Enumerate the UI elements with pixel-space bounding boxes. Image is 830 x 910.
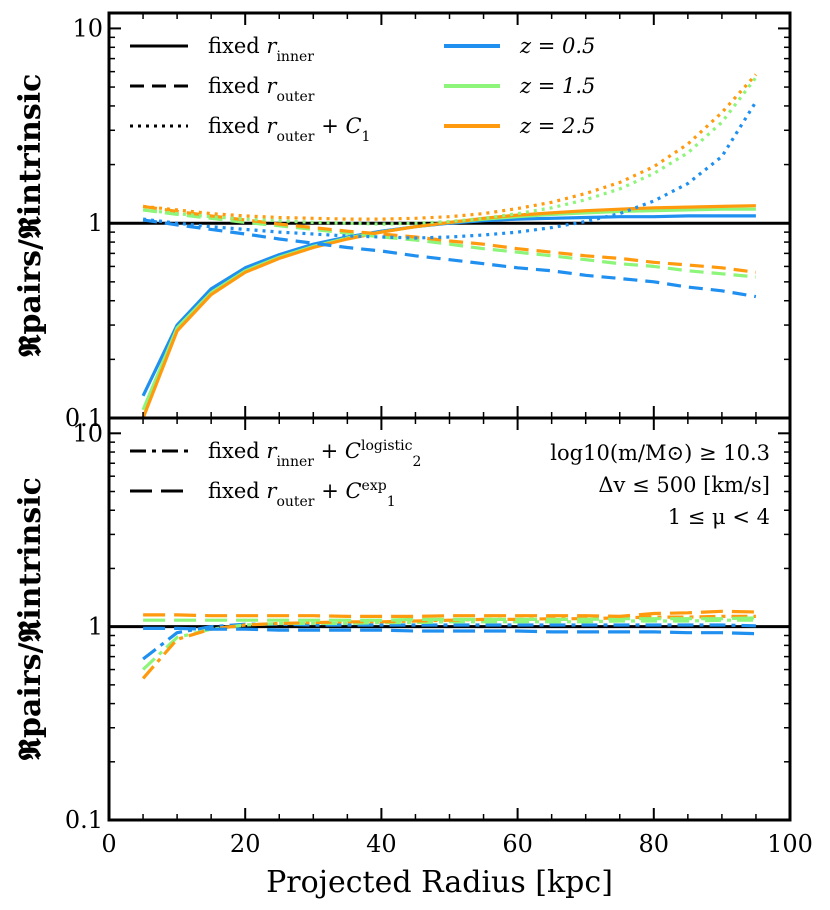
series-line-solid-z25	[141, 204, 756, 419]
y-tick-label: 0.1	[65, 404, 103, 432]
series-line-longdash-z25	[143, 609, 756, 619]
series-line-longdash-z15	[143, 616, 756, 622]
y-tick-label: 10	[72, 419, 103, 447]
annotation-cut-2: 1 ≤ μ < 4	[668, 505, 770, 529]
x-axis-label: Projected Radius [kpc]	[266, 865, 613, 900]
annotation-cut-0: log10(m/M⊙) ≥ 10.3	[550, 441, 770, 465]
x-tick-label: 100	[767, 830, 813, 858]
legend-entry-redshift: z = 0.5	[519, 34, 595, 58]
series-line-dashed-z25	[142, 204, 757, 274]
y-tick-label: 1	[88, 613, 103, 641]
x-tick-label: 40	[366, 830, 397, 858]
series-line-dashdot-z05	[142, 622, 756, 661]
x-tick-label: 0	[101, 830, 116, 858]
series-line-longdash-z05	[143, 626, 756, 636]
series-line-dotted-z15	[142, 76, 758, 226]
legend-entry-redshift: z = 1.5	[519, 74, 595, 98]
x-tick-label: 80	[639, 830, 670, 858]
legend-entry-longdash: fixed router + Cexp1	[208, 478, 396, 510]
y-tick-label: 10	[72, 14, 103, 42]
series-line-dashed-z05	[142, 218, 757, 299]
series-line-dashed-z15	[142, 208, 757, 279]
top-panel: 0.1 1 10 𝕽pairs/𝕽intrinsic fixed rinner fixed…	[13, 11, 792, 432]
series-line-dotted-z25	[142, 73, 758, 221]
y-axis-label: 𝕽pairs/𝕽intrinsic	[13, 477, 48, 761]
annotation-cut-1: Δv ≤ 500 [km/s]	[598, 473, 770, 497]
x-tick-label: 60	[502, 830, 533, 858]
series-line-solid-z15	[141, 207, 756, 411]
y-tick-label: 0.1	[65, 806, 103, 834]
y-axis-label: 𝕽pairs/𝕽intrinsic	[13, 74, 48, 358]
series-line-dashdot-z25	[141, 614, 756, 680]
y-tick-label: 1	[88, 209, 103, 237]
legend-entry-dashdot: fixed rinner + Clogistic2	[208, 438, 421, 470]
legend-entry-redshift: z = 2.5	[519, 114, 595, 138]
x-tick-label: 20	[230, 830, 261, 858]
legend-entry-solid: fixed rinner	[208, 34, 314, 65]
legend-entry-dashed: fixed router	[208, 74, 315, 105]
legend-entry-dotted: fixed router + C1	[208, 114, 370, 145]
